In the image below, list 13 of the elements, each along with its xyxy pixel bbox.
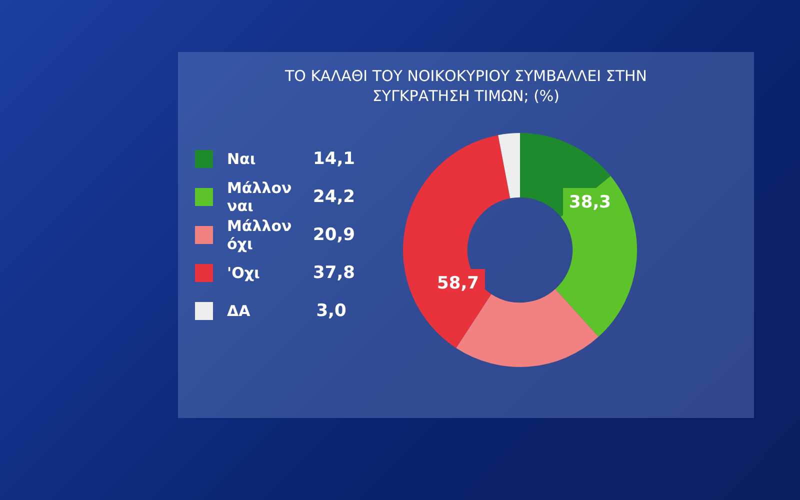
data-label: 37,8 (313, 263, 355, 283)
legend-label: 'Οχι (227, 264, 261, 282)
data-label: 14,1 (313, 149, 355, 169)
legend-label: Ναι (227, 150, 257, 168)
legend-label: Μάλλον ναι (227, 179, 293, 215)
data-label: 24,2 (313, 187, 355, 207)
chart-title: ΤΟ ΚΑΛΑΘΙ ΤΟΥ ΝΟΙΚΟΚΥΡΙΟΥ ΣΥΜΒΑΛΛΕΙ ΣΤΗΝ ΣΥΓΚΡΑΤΗΣΗ ΤΙΜΩΝ; (%) (284, 66, 648, 106)
legend-label: Μάλλον όχι (227, 217, 293, 253)
text: 58,7 (437, 273, 479, 294)
legend-label: ΔΑ (227, 302, 252, 320)
text: 38,3 (569, 192, 611, 212)
data-label: 20,9 (313, 225, 355, 245)
data-label: 3,0 (316, 301, 348, 321)
